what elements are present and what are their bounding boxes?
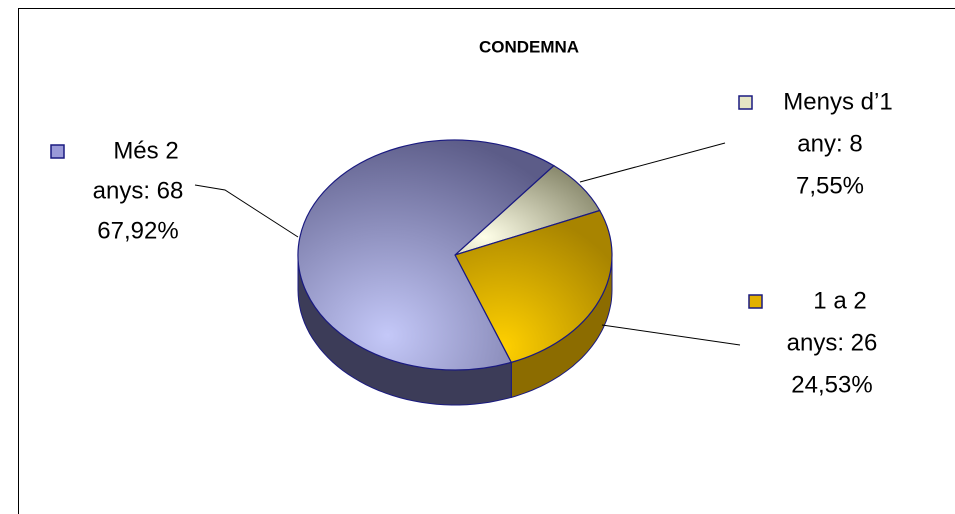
leader-line <box>601 324 741 346</box>
leader-line <box>579 142 726 183</box>
slice <box>454 209 613 364</box>
data-label: 24,53% <box>791 371 872 398</box>
legend-swatch <box>738 95 753 110</box>
data-label: anys: 68 <box>93 177 184 204</box>
chart-title: CONDEMNA <box>479 37 579 56</box>
data-label: 7,55% <box>796 172 864 199</box>
data-label: 1 a 2 <box>813 287 866 314</box>
data-label: Menys d’1 <box>783 88 892 115</box>
legend-swatch <box>50 144 65 159</box>
data-label: 67,92% <box>97 217 178 244</box>
data-label: anys: 26 <box>787 329 878 356</box>
data-label: any: 8 <box>797 130 862 157</box>
slice <box>297 139 555 371</box>
data-label: Més 2 <box>113 137 178 164</box>
leader-line <box>194 184 299 238</box>
legend-swatch <box>748 294 763 309</box>
